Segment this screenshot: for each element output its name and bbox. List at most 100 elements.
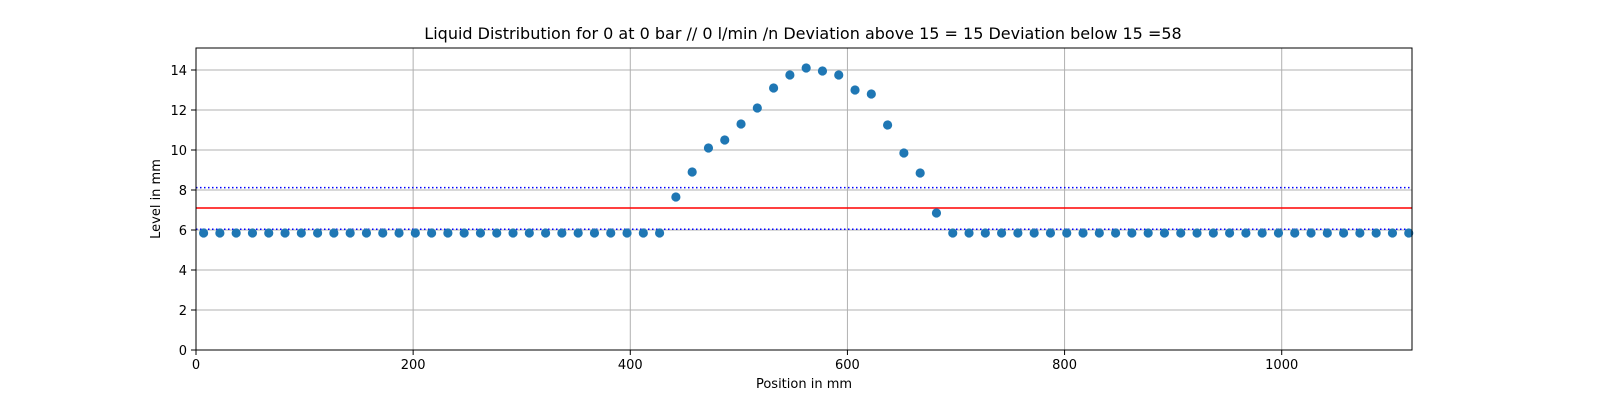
data-point [915,168,925,178]
data-point [296,228,306,238]
data-point [1225,228,1235,238]
data-point [834,70,844,80]
data-point [1306,228,1316,238]
data-point [541,228,551,238]
chart-title: Liquid Distribution for 0 at 0 bar // 0 … [424,24,1181,43]
data-point [231,228,241,238]
data-point [997,228,1007,238]
x-tick-label: 0 [192,358,200,373]
data-point [883,120,893,130]
y-tick-label: 8 [179,184,187,199]
y-tick-label: 12 [170,104,187,119]
data-point [1355,228,1365,238]
data-point [720,135,730,145]
data-point [410,228,420,238]
data-point [1176,228,1186,238]
data-point [752,103,762,113]
data-point [964,228,974,238]
y-tick-label: 2 [179,304,187,319]
data-point [329,228,339,238]
data-point [1273,228,1284,238]
y-tick-label: 10 [170,144,187,159]
y-axis-label: Level in mm [149,159,164,239]
y-axis-ticks: 0 2 4 6 8 10 12 14 [170,64,196,359]
y-tick-label: 0 [179,344,187,359]
data-point [1208,228,1218,238]
data-point [850,85,860,95]
data-point [671,192,681,202]
data-point [524,228,534,238]
data-point [622,228,632,238]
data-point [1127,228,1137,238]
x-tick-label: 1000 [1265,358,1298,373]
data-point [948,228,958,238]
data-point [980,228,990,238]
x-axis-label: Position in mm [756,377,852,392]
data-point [931,208,942,218]
data-point [508,228,518,238]
data-point [492,228,502,238]
data-point [394,228,404,238]
data-point [215,228,225,238]
data-point [199,228,209,238]
data-point [1143,228,1153,238]
plot-frame [195,47,1413,351]
grid [195,48,1412,351]
data-point [475,228,486,238]
data-point [573,228,583,238]
data-point [1339,228,1349,238]
data-point [1322,228,1332,238]
x-tick-label: 800 [1052,358,1077,373]
data-point [1111,228,1121,238]
data-point [655,228,665,238]
data-points [199,63,1414,238]
data-point [1029,228,1039,238]
x-tick-label: 200 [401,358,426,373]
data-point [1078,228,1088,238]
x-axis-ticks: 0 200 400 600 800 1000 [192,350,1298,373]
data-point [589,228,600,238]
data-point [1045,228,1056,238]
y-tick-label: 6 [179,224,187,239]
data-point [817,66,828,76]
data-point [1192,228,1202,238]
data-point [866,89,876,99]
data-point [345,228,355,238]
data-point [1387,228,1398,238]
data-point [459,228,469,238]
data-point [1241,228,1251,238]
data-point [1257,228,1267,238]
data-point [378,228,388,238]
reference-lines [196,186,1412,230]
data-point [1159,228,1170,238]
data-point [361,228,372,238]
data-point [313,228,323,238]
data-point [1290,228,1300,238]
data-point [1094,228,1104,238]
data-point [280,228,290,238]
data-point [264,228,274,238]
data-point [801,63,811,73]
data-point [703,143,714,153]
x-tick-label: 400 [618,358,643,373]
data-point [899,148,909,158]
data-point [769,83,779,93]
data-point [1062,228,1072,238]
data-point [606,228,616,238]
data-point [1013,228,1023,238]
data-point [443,228,453,238]
data-point [638,228,648,238]
data-point [736,119,746,129]
data-point [1371,228,1381,238]
y-tick-label: 4 [179,264,187,279]
data-point [427,228,437,238]
data-point [1404,228,1414,238]
data-point [247,228,258,238]
y-tick-label: 14 [170,64,187,79]
x-tick-label: 600 [835,358,860,373]
data-point [785,70,795,80]
data-point [687,167,697,177]
data-point [557,228,567,238]
